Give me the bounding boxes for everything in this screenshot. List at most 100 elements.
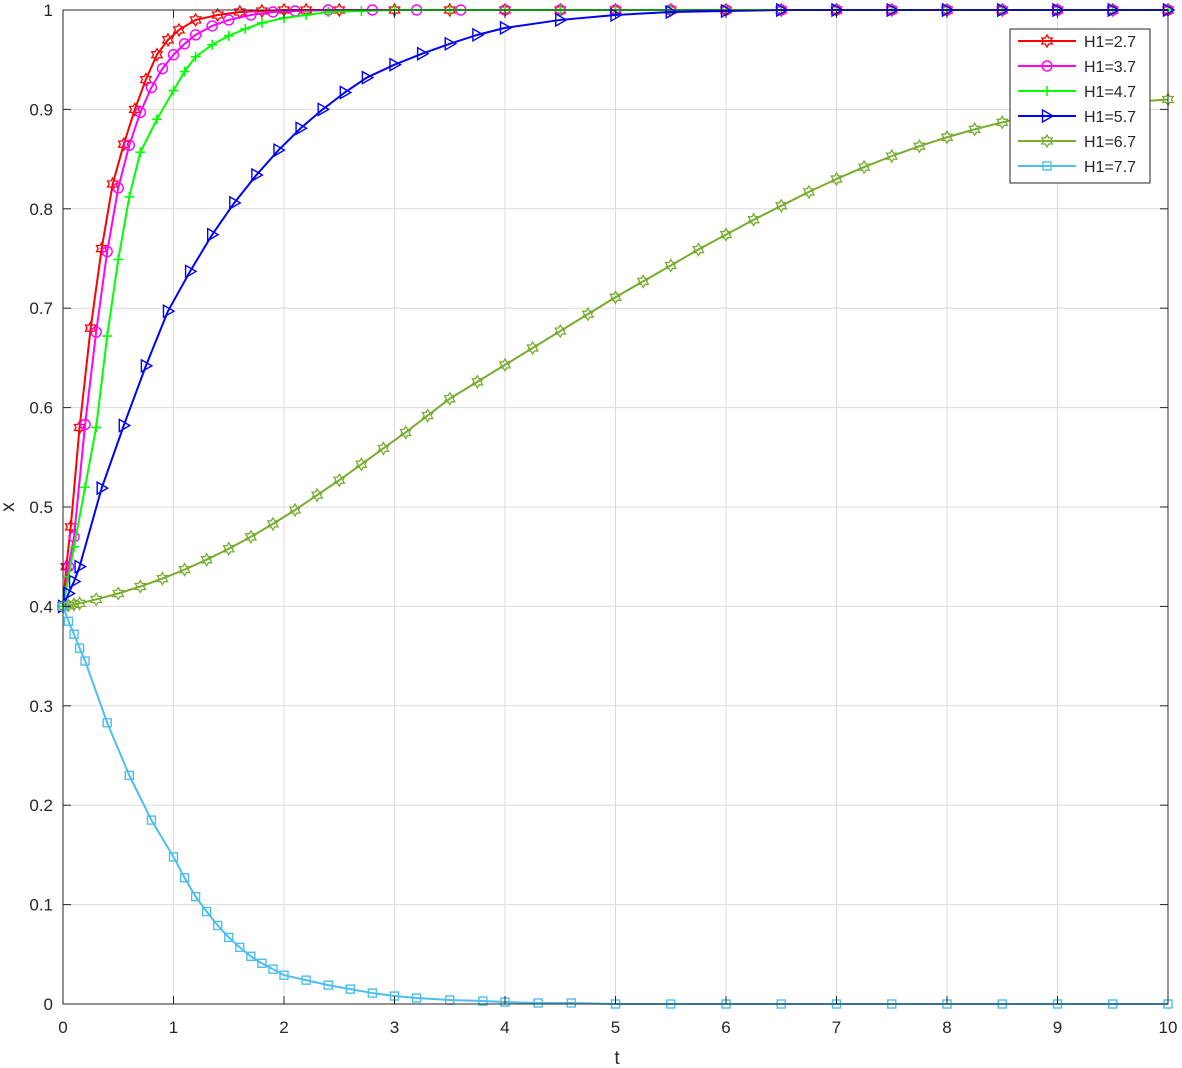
data-point (74, 643, 85, 653)
data-point (267, 6, 279, 18)
x-tick-label: 1 (169, 1018, 178, 1037)
data-point (609, 289, 622, 305)
data-point (101, 245, 113, 258)
data-point (111, 586, 125, 601)
data-point (145, 81, 158, 94)
data-point (156, 571, 169, 586)
data-point (317, 102, 331, 117)
data-point (168, 85, 179, 96)
data-point (444, 36, 458, 52)
y-tick-label: 0.6 (29, 399, 53, 418)
data-point (566, 998, 576, 1008)
data-point (80, 656, 90, 666)
data-point (940, 129, 954, 145)
legend-item: H1=3.7 (1018, 59, 1136, 76)
data-point (301, 9, 312, 20)
data-point (211, 7, 225, 23)
data-point (332, 2, 346, 18)
data-point (367, 988, 378, 998)
series-line (62, 98, 1169, 608)
data-point (135, 147, 146, 158)
data-point (124, 191, 135, 202)
legend: H1=2.7 H1=3.7 H1=4.7 H1=5.7 H1=6.7 H1=7.7 (1009, 28, 1151, 184)
data-point (189, 29, 202, 41)
x-tick-label: 10 (1159, 1018, 1178, 1037)
legend-label: H1=6.7 (1084, 134, 1136, 151)
data-point (472, 27, 485, 43)
data-point (224, 932, 234, 943)
x-axis-label: t (614, 1048, 620, 1068)
data-point (295, 121, 308, 136)
data-point (172, 22, 186, 38)
data-point (67, 597, 81, 612)
data-point (124, 770, 135, 781)
data-point (84, 320, 97, 336)
data-point (499, 20, 513, 36)
data-point (190, 891, 201, 902)
data-point (1041, 60, 1053, 72)
data-point (162, 303, 176, 319)
data-point (80, 482, 91, 493)
data-point (184, 264, 198, 279)
data-point (913, 138, 926, 154)
legend-label: H1=5.7 (1084, 109, 1136, 126)
data-point (229, 195, 242, 211)
data-point (257, 958, 267, 968)
data-point (179, 66, 190, 77)
y-tick-label: 0.4 (29, 597, 53, 616)
data-point (399, 425, 412, 440)
data-point (161, 32, 175, 48)
data-point (151, 114, 162, 125)
data-point (95, 241, 109, 256)
legend-item: H1=4.7 (1018, 84, 1136, 101)
data-point (533, 998, 543, 1008)
data-point (102, 717, 112, 728)
data-point (206, 20, 218, 32)
data-point (240, 23, 251, 34)
data-point (1040, 133, 1054, 149)
data-point (555, 12, 568, 28)
y-tick-label: 1 (44, 1, 53, 20)
data-point (222, 541, 236, 556)
data-point (189, 12, 202, 28)
data-point (91, 422, 102, 433)
legend-label: H1=7.7 (1084, 159, 1136, 176)
legend-item: H1=6.7 (1018, 133, 1136, 151)
data-point (1042, 86, 1052, 96)
data-point (774, 198, 788, 214)
data-point (301, 975, 311, 985)
data-point (123, 139, 136, 151)
data-point (389, 57, 402, 72)
legend-item: H1=7.7 (1018, 159, 1136, 176)
y-tick-label: 0.1 (29, 896, 53, 915)
data-point (139, 72, 153, 87)
data-point (167, 49, 180, 61)
data-point (69, 541, 80, 552)
data-point (96, 480, 110, 496)
data-point (178, 38, 191, 50)
legend-label: H1=3.7 (1084, 59, 1136, 76)
data-point (251, 167, 264, 183)
data-point (69, 629, 79, 639)
data-point (74, 559, 87, 574)
data-point (885, 148, 899, 164)
data-point (179, 873, 190, 883)
data-point (443, 391, 457, 406)
data-point (134, 579, 147, 594)
data-point (63, 616, 74, 627)
data-point (63, 586, 76, 601)
x-tick-label: 5 (611, 1018, 620, 1037)
axis-ticks: 0 1 2 3 4 5 6 7 8 9 10 0 0.1 0.2 0.3 0.4 0.5 0.6 0.7 0.8 0.9… (29, 1, 1177, 1037)
data-point (128, 102, 142, 117)
data-point (345, 984, 355, 994)
data-point (156, 62, 169, 75)
data-point (1042, 161, 1052, 171)
data-point (140, 358, 154, 374)
data-point (1040, 33, 1054, 49)
data-point (288, 502, 302, 518)
data-point (310, 487, 324, 503)
y-tick-label: 0.8 (29, 200, 53, 219)
data-point (207, 39, 218, 50)
data-point (361, 70, 375, 85)
